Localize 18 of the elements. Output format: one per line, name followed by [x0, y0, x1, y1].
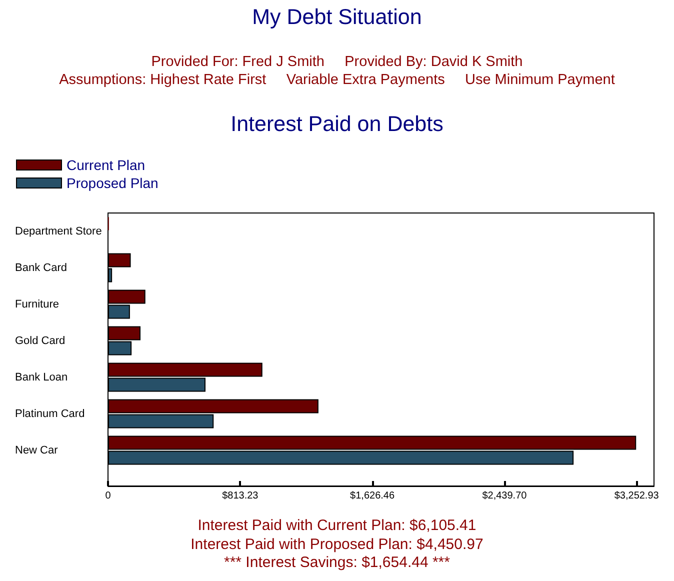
x-tick-label: 0	[105, 490, 112, 502]
y-tick-label: Furniture	[15, 298, 60, 310]
x-tick-label: $3,252.93	[614, 490, 660, 502]
y-tick-label: Bank Card	[15, 262, 67, 274]
chart-title: My Debt Situation	[252, 5, 422, 30]
y-tick-label: Bank Loan	[15, 371, 68, 384]
legend-label: Current Plan	[66, 157, 146, 173]
text: Provided For: Fred J Smith Provided By: David K Smith Assumptions: Highest Rate First Variable Extra Payments Use Minimum Payment	[59, 53, 615, 89]
x-tick-label: $2,439.70	[482, 490, 528, 502]
y-tick-label: Platinum Card	[15, 408, 85, 420]
y-tick-label: Department Store	[15, 225, 102, 238]
y-tick-label: New Car	[15, 444, 58, 456]
x-tick-label: $1,626.46	[350, 490, 395, 502]
x-tick-label: $813.23	[222, 490, 259, 502]
y-tick-label: Gold Card	[15, 334, 66, 347]
text: Interest Paid with Current Plan: $6,105.41 Interest Paid with Proposed Plan: $4,450.97 *** Interest Savings: $1,654.44 ***	[190, 517, 484, 572]
chart-subtitle: Interest Paid on Debts	[230, 112, 444, 137]
legend-label: Proposed Plan	[66, 175, 158, 191]
